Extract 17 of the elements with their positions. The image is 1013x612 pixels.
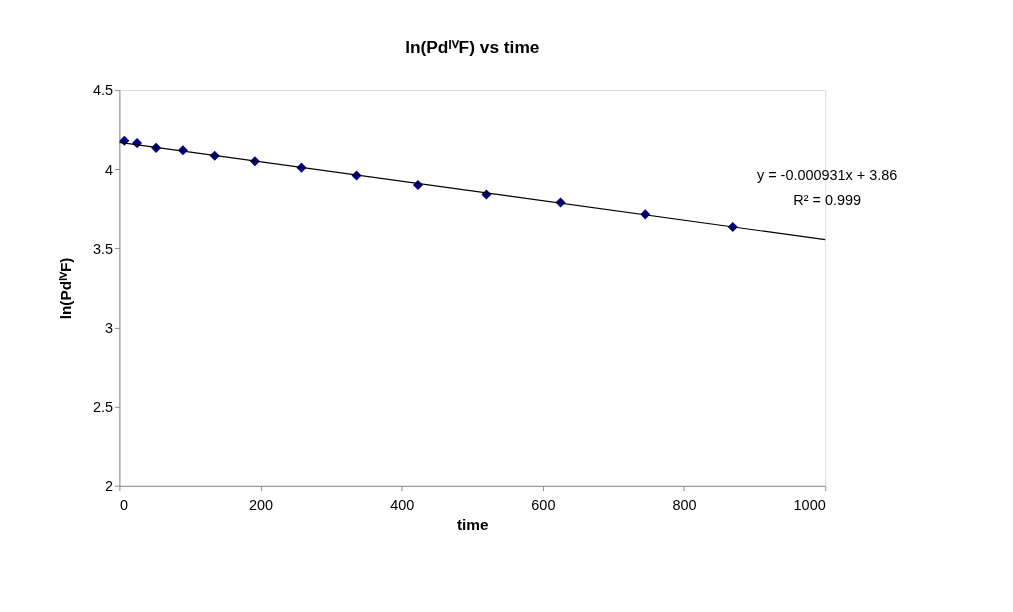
y-tick-label: 2 [105,478,114,495]
x-tick-label: 1000 [793,497,826,514]
x-axis-title: time [456,515,490,533]
x-tick-label: 200 [249,497,274,514]
y-tick-label: 3.5 [93,240,114,257]
annotation: y = -0.000931x + 3.86 [756,166,898,183]
chart-title: ln(PdᴵⱽF) vs time [405,36,540,57]
y-axis-title: ln(PdᴵⱽF) [56,257,74,320]
y-tick-label: 4.5 [93,82,114,99]
y-tick-label: 2.5 [93,398,114,415]
y-tick-label: 4 [105,161,114,178]
x-tick-label: 400 [390,497,415,514]
annotation: R² = 0.999 [793,191,862,208]
x-tick-label: 800 [672,497,697,514]
x-tick-label: 0 [119,497,128,514]
y-tick-label: 3 [105,319,114,336]
x-tick-label: 600 [531,497,556,514]
